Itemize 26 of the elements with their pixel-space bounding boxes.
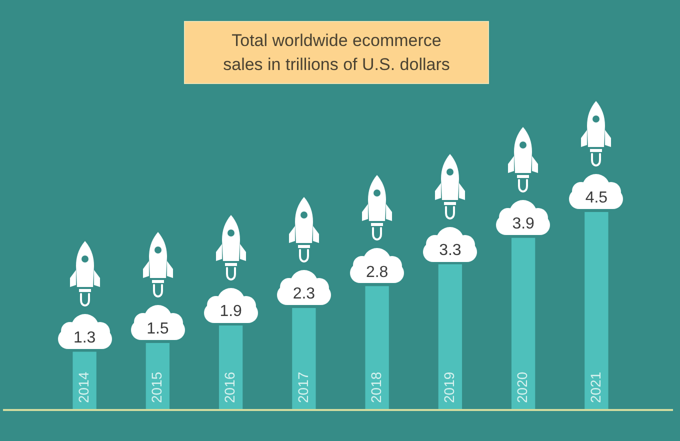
bar bbox=[72, 352, 96, 409]
x-tick-label: 2015 bbox=[148, 372, 165, 403]
bar bbox=[292, 308, 316, 409]
bar bbox=[218, 325, 243, 409]
x-tick-label: 2017 bbox=[294, 372, 311, 403]
bar bbox=[511, 238, 536, 409]
x-tick-label: 2018 bbox=[368, 372, 384, 403]
x-tick-label: 2019 bbox=[441, 372, 458, 403]
bar bbox=[365, 286, 389, 409]
data-label: 1.3 bbox=[73, 329, 96, 346]
x-tick-label: 2021 bbox=[587, 372, 604, 403]
data-label: 3.9 bbox=[512, 216, 535, 233]
chart-title: Total worldwide ecommerce sales in trillions of U.S. dollars bbox=[223, 30, 450, 76]
bar bbox=[146, 343, 170, 409]
bar bbox=[438, 264, 462, 409]
x-tick-label: 2014 bbox=[75, 372, 92, 403]
x-tick-label: 2016 bbox=[222, 372, 238, 403]
data-label: 1.5 bbox=[146, 320, 169, 338]
data-label: 1.9 bbox=[220, 303, 242, 320]
data-label: 2.8 bbox=[366, 264, 388, 281]
bar bbox=[584, 212, 608, 409]
data-label: 4.5 bbox=[585, 189, 608, 206]
x-tick-label: 2020 bbox=[514, 372, 530, 403]
title-banner: Total worldwide ecommerce sales in trillions of U.S. dollars bbox=[184, 21, 489, 84]
data-label: 3.3 bbox=[439, 242, 462, 259]
data-label: 2.3 bbox=[292, 286, 316, 303]
